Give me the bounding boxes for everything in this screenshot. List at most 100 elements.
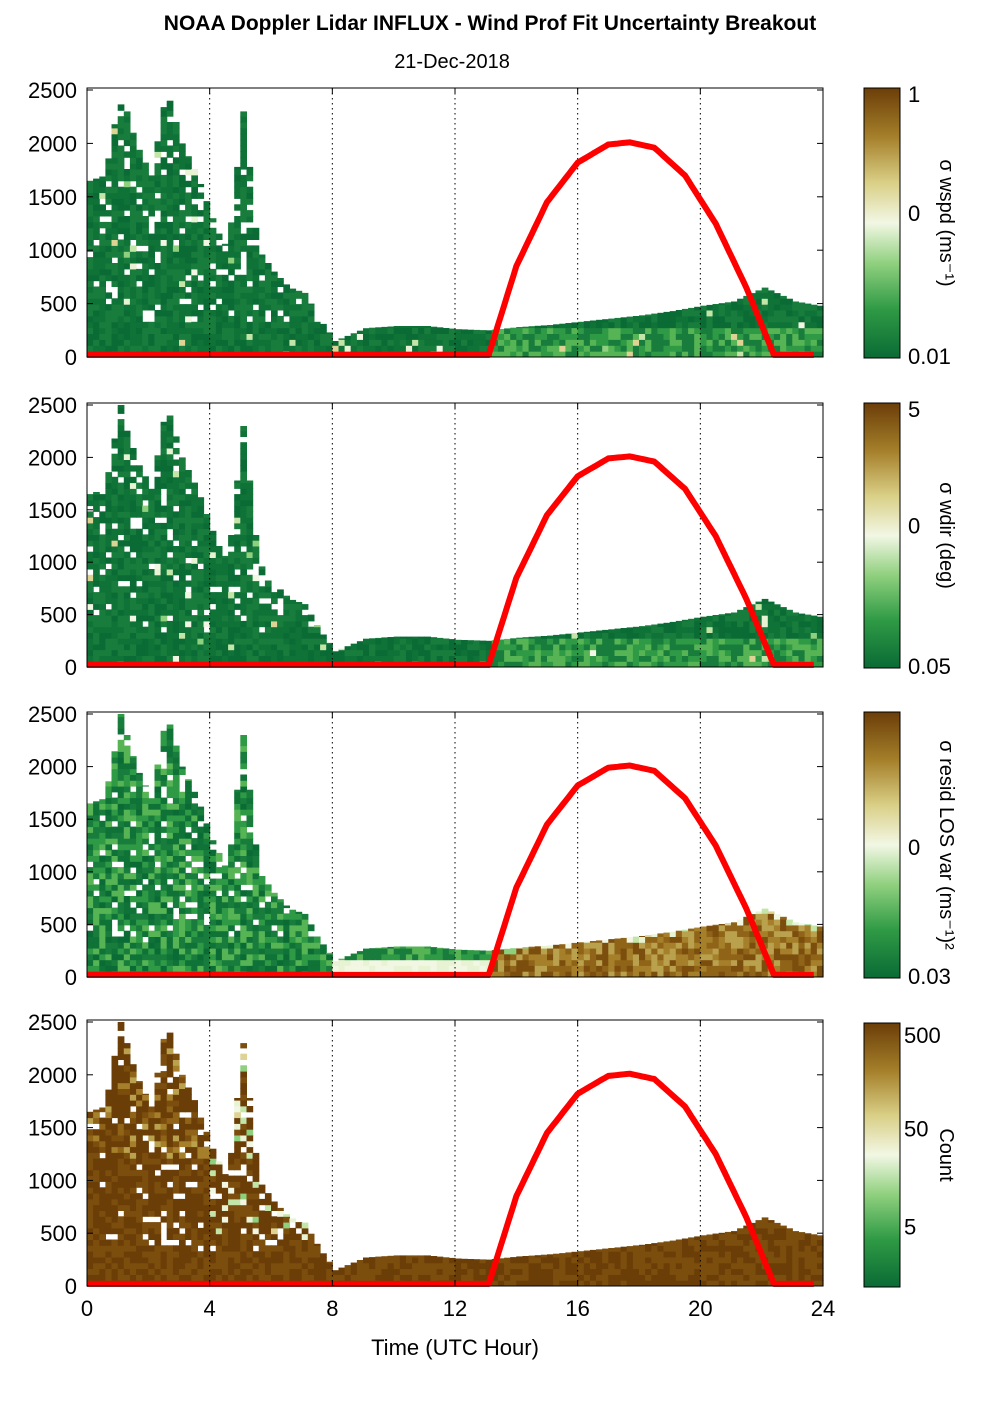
heatmap-cell (240, 534, 247, 541)
heatmap-cell (810, 632, 818, 639)
heatmap-cell (111, 517, 119, 524)
heatmap-cell (283, 942, 290, 949)
heatmap-cell (148, 953, 155, 961)
heatmap-cell (160, 855, 168, 862)
heatmap-cell (240, 797, 247, 804)
heatmap-cell (93, 1274, 100, 1281)
heatmap-cell (160, 557, 168, 564)
heatmap-cell (234, 522, 241, 530)
heatmap-cell (93, 801, 100, 804)
heatmap-cell (123, 609, 131, 616)
heatmap-cell (93, 965, 100, 972)
heatmap-cell (718, 924, 726, 926)
heatmap-cell (780, 304, 787, 311)
heatmap-cell (240, 786, 247, 793)
heatmap-cell (589, 631, 597, 633)
heatmap-cell (277, 333, 284, 340)
heatmap-cell (179, 861, 186, 868)
heatmap-cell (203, 649, 211, 656)
heatmap-cell (240, 465, 247, 472)
heatmap-cell (160, 574, 168, 582)
heatmap-cell (755, 649, 763, 656)
heatmap-cell (516, 661, 523, 668)
heatmap-cell (418, 327, 425, 334)
heatmap-cell (669, 638, 677, 645)
heatmap-cell (197, 245, 205, 252)
heatmap-cell (344, 655, 352, 662)
heatmap-cell (93, 1146, 100, 1153)
heatmap-cell (252, 333, 260, 340)
heatmap-cell (234, 809, 241, 816)
heatmap-cell (123, 762, 131, 770)
heatmap-cell (810, 315, 818, 323)
heatmap-cell (166, 110, 174, 117)
heatmap-cell (277, 592, 284, 599)
heatmap-cell (773, 632, 781, 639)
heatmap-cell (620, 953, 628, 961)
heatmap-cell (228, 245, 235, 252)
heatmap-cell (264, 930, 272, 937)
heatmap-cell (773, 609, 781, 616)
heatmap-cell (123, 310, 131, 317)
heatmap-cell (706, 327, 714, 334)
heatmap-cell (99, 872, 106, 880)
heatmap-cell (369, 333, 376, 340)
heatmap-cell (608, 939, 615, 943)
heatmap-cell (172, 786, 180, 793)
heatmap-cell (571, 327, 579, 334)
heatmap-cell (577, 655, 585, 662)
heatmap-cell (93, 924, 100, 932)
heatmap-cell (197, 574, 205, 582)
heatmap-cell (375, 339, 382, 346)
heatmap-cell (105, 263, 113, 270)
heatmap-cell (111, 465, 119, 472)
heatmap-cell (197, 936, 205, 943)
heatmap-cell (197, 942, 205, 949)
heatmap-cell (528, 959, 536, 966)
heatmap-cell (258, 890, 266, 897)
heatmap-cell (111, 855, 119, 862)
heatmap-cell (117, 1123, 125, 1130)
heatmap-cell (166, 430, 174, 437)
heatmap-cell (731, 942, 738, 949)
heatmap-cell (731, 924, 738, 932)
heatmap-cell (154, 563, 162, 570)
heatmap-cell (203, 632, 211, 639)
heatmap-cell (136, 843, 143, 851)
heatmap-cell (117, 959, 125, 966)
heatmap-cell (780, 609, 787, 616)
heatmap-cell (105, 907, 113, 914)
heatmap-cell (99, 1239, 106, 1246)
heatmap-cell (773, 948, 781, 955)
heatmap-cell (172, 268, 180, 276)
heatmap-cell (228, 649, 235, 656)
heatmap-cell (123, 948, 131, 955)
heatmap-cell (228, 569, 235, 576)
heatmap-cell (87, 1146, 94, 1153)
heatmap-cell (553, 655, 560, 662)
heatmap-cell (123, 1257, 131, 1264)
heatmap-cell (99, 192, 106, 199)
heatmap-cell (154, 649, 162, 656)
heatmap-cell (773, 620, 781, 628)
heatmap-cell (786, 919, 793, 926)
y-tick-label: 0 (65, 965, 77, 990)
heatmap-cell (136, 832, 143, 839)
heatmap-cell (326, 642, 333, 645)
heatmap-cell (129, 872, 137, 880)
heatmap-cell (393, 959, 401, 966)
heatmap-cell (737, 924, 744, 932)
heatmap-cell (136, 959, 143, 966)
heatmap-cell (111, 1239, 119, 1246)
heatmap-cell (129, 832, 137, 839)
heatmap-cell (191, 959, 198, 966)
heatmap-cell (264, 280, 272, 287)
heatmap-cell (87, 280, 94, 287)
heatmap-cell (234, 930, 241, 937)
heatmap-cell (87, 327, 94, 334)
heatmap-cell (117, 528, 125, 535)
heatmap-cell (455, 339, 462, 346)
heatmap-cell (148, 534, 155, 541)
heatmap-cell (724, 661, 732, 668)
heatmap-cell (154, 615, 162, 622)
